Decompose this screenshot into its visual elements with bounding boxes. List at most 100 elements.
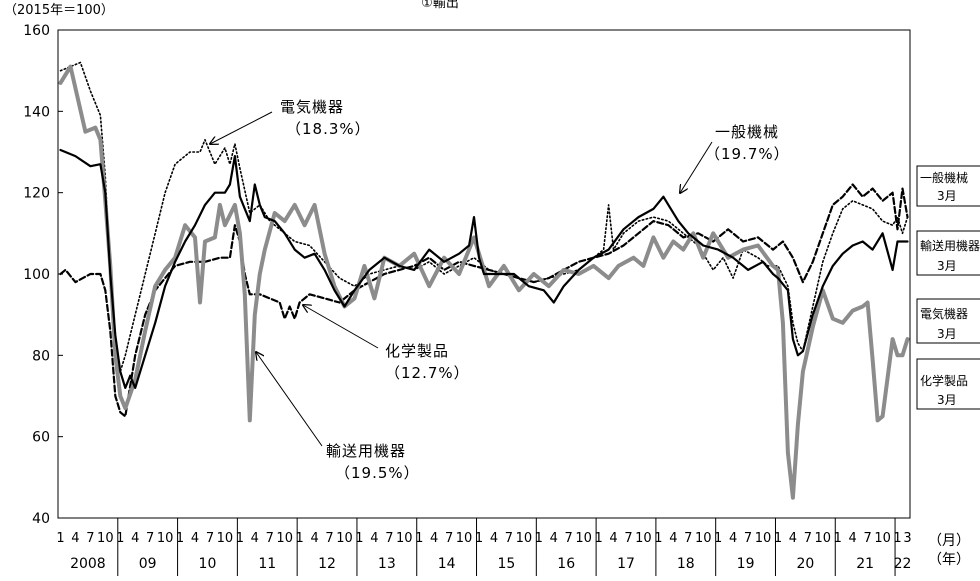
x-month-label: 4: [430, 531, 438, 546]
annotation-ippan-share: （19.7%）: [705, 145, 790, 163]
x-year-label: 16: [557, 556, 575, 572]
x-month-label: 10: [516, 531, 533, 546]
chart-title: ①輸出: [421, 0, 459, 11]
x-unit-year: （年）: [928, 552, 970, 568]
x-year-label: 18: [677, 556, 695, 572]
annotation-denki: 電気機器 （18.3%）: [210, 98, 371, 144]
right-legend-month: 3月: [937, 393, 957, 407]
right-legend-kagaku: 化学製品 3月: [916, 358, 980, 410]
y-axis: 40 60 80 100 120 140 160: [23, 23, 63, 527]
x-month-label: 10: [217, 531, 234, 546]
x-month-label: 1: [893, 531, 901, 546]
x-month-label: 7: [325, 531, 333, 546]
x-month-label: 1: [296, 531, 304, 546]
x-year-label: 10: [199, 556, 217, 572]
x-unit-month: （月）: [928, 533, 970, 549]
series-line-一般機械: [59, 148, 909, 389]
x-month-label: 4: [789, 531, 797, 546]
right-legend-name: 輸送用機器: [920, 238, 980, 253]
x-month-label: 1: [176, 531, 184, 546]
y-tick-label: 60: [32, 430, 50, 446]
x-month-label: 4: [251, 531, 259, 546]
series-layer: [58, 61, 910, 500]
x-month-label: 10: [276, 531, 293, 546]
x-month-label: 10: [575, 531, 592, 546]
x-month-label: 10: [396, 531, 413, 546]
right-legend-name: 電気機器: [920, 306, 968, 321]
x-month-label: 10: [97, 531, 114, 546]
x-month-label: 3: [903, 531, 911, 546]
annotation-denki-arrow: [210, 111, 273, 144]
x-month-label: 7: [565, 531, 573, 546]
x-month-label: 10: [157, 531, 174, 546]
x-year-label: 14: [438, 556, 456, 572]
series-line-輸送用機器: [58, 64, 910, 500]
x-month-label: 1: [355, 531, 363, 546]
x-month-label: 7: [146, 531, 154, 546]
x-month-label: 7: [505, 531, 513, 546]
x-month-label: 4: [849, 531, 857, 546]
y-tick-label: 120: [23, 186, 50, 202]
x-month-label: 4: [550, 531, 558, 546]
x-month-label: 4: [71, 531, 79, 546]
x-year-label: 2008: [70, 556, 106, 572]
x-year-label: 20: [796, 556, 814, 572]
annotation-yuso: 輸送用機器 （19.5%）: [256, 352, 420, 482]
right-legend-denki: 電気機器 3月: [916, 298, 980, 344]
annotation-ippan-name: 一般機械: [715, 123, 779, 141]
series-line-化学製品: [59, 183, 909, 418]
x-month-label: 10: [635, 531, 652, 546]
x-year-label: 13: [378, 556, 396, 572]
x-month-label: 7: [266, 531, 274, 546]
x-month-label: 4: [669, 531, 677, 546]
annotation-yuso-name: 輸送用機器: [326, 442, 406, 460]
x-year-label: 12: [318, 556, 336, 572]
x-month-label: 10: [874, 531, 891, 546]
series-line-電気機器: [59, 61, 909, 373]
annotation-yuso-arrow: [256, 352, 323, 447]
x-year-label: 22: [894, 556, 912, 572]
x-month-label: 1: [774, 531, 782, 546]
x-year-label: 17: [617, 556, 635, 572]
annotation-kagaku-name: 化学製品: [385, 342, 449, 360]
annotation-yuso-share: （19.5%）: [335, 464, 420, 482]
x-year-label: 19: [737, 556, 755, 572]
x-month-label: 7: [804, 531, 812, 546]
annotation-kagaku-share: （12.7%）: [385, 364, 470, 382]
x-month-label: 10: [815, 531, 832, 546]
x-month-label: 1: [594, 531, 602, 546]
right-legend-box: [916, 298, 980, 344]
annotation-ippan: 一般機械 （19.7%）: [680, 123, 790, 193]
x-month-label: 1: [56, 531, 64, 546]
x-month-label: 1: [834, 531, 842, 546]
x-year-label: 21: [856, 556, 874, 572]
x-month-label: 7: [86, 531, 94, 546]
right-legend-ippan: 一般機械 3月: [916, 165, 980, 207]
x-month-label: 1: [714, 531, 722, 546]
right-legend-month: 3月: [937, 327, 957, 341]
annotation-denki-share: （18.3%）: [286, 120, 371, 138]
x-month-label: 10: [695, 531, 712, 546]
x-month-label: 1: [415, 531, 423, 546]
x-month-label: 4: [310, 531, 318, 546]
x-year-label: 09: [139, 556, 157, 572]
x-month-label: 7: [445, 531, 453, 546]
y-tick-label: 40: [32, 511, 50, 527]
x-month-label: 10: [755, 531, 772, 546]
annotation-kagaku-arrow: [303, 305, 379, 349]
y-tick-label: 100: [23, 267, 50, 283]
right-legend-box: [916, 358, 980, 410]
x-month-label: 4: [729, 531, 737, 546]
x-month-label: 4: [370, 531, 378, 546]
x-month-label: 4: [131, 531, 139, 546]
x-month-label: 1: [654, 531, 662, 546]
right-legend-month: 3月: [937, 189, 957, 203]
right-legend-yuso: 輸送用機器 3月: [916, 230, 980, 276]
x-month-label: 1: [116, 531, 124, 546]
right-legend-name: 一般機械: [920, 170, 968, 185]
x-month-label: 4: [609, 531, 617, 546]
x-month-label: 7: [206, 531, 214, 546]
y-tick-label: 160: [23, 23, 50, 39]
